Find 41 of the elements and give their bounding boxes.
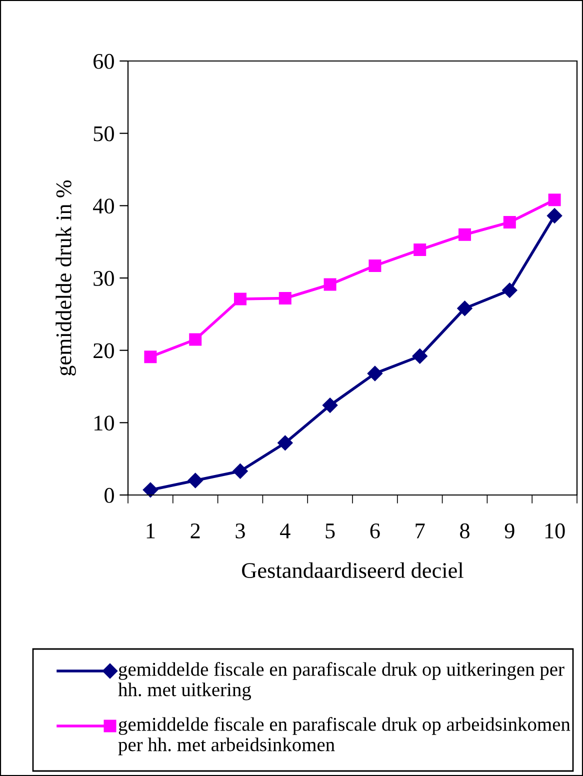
point (546, 208, 562, 224)
y-tick-label: 20 (94, 343, 114, 358)
point (503, 216, 516, 229)
y-axis-title: gemiddelde druk in % (56, 180, 76, 376)
x-tick-label: 4 (280, 524, 290, 538)
x-tick-label: 9 (504, 523, 514, 538)
x-tick-label: 1 (146, 524, 155, 538)
point (458, 228, 471, 241)
x-tick-label: 8 (460, 523, 470, 538)
point (412, 348, 428, 364)
y-tick-label: 60 (94, 54, 114, 69)
point (368, 259, 382, 272)
point (502, 282, 518, 298)
x-tick-label: 3 (236, 523, 245, 538)
y-tick-label: 0 (104, 488, 114, 503)
point (278, 292, 292, 305)
point (324, 278, 336, 291)
legend-label: gemiddelde fiscale en parafiscale druk op arbeidsinkomen per hh. met arbeidsinkomen (118, 717, 570, 756)
point (234, 292, 246, 306)
x-tick-label: 10 (545, 523, 565, 538)
x-tick-label: 5 (326, 524, 335, 538)
point (322, 398, 338, 413)
x-tick-label: 7 (416, 524, 425, 538)
point (144, 350, 157, 364)
point (278, 435, 293, 450)
y-tick-label: 10 (94, 416, 114, 431)
point (414, 244, 426, 256)
point (232, 464, 248, 479)
point (548, 194, 561, 206)
point (189, 333, 202, 346)
y-tick-label: 40 (93, 198, 114, 214)
x-tick-label: 6 (370, 523, 380, 538)
point (457, 300, 472, 316)
point (367, 366, 383, 382)
legend-label: gemiddelde fiscale en parafiscale druk op uitkeringen per hh. met uitkering (118, 662, 564, 700)
x-axis-title: Gestandaardiseerd deciel (242, 562, 464, 578)
x-tick-label: 2 (190, 523, 200, 538)
y-tick-label: 50 (94, 126, 114, 142)
y-tick-label: 30 (94, 270, 114, 286)
point (188, 472, 203, 488)
point (142, 482, 158, 498)
